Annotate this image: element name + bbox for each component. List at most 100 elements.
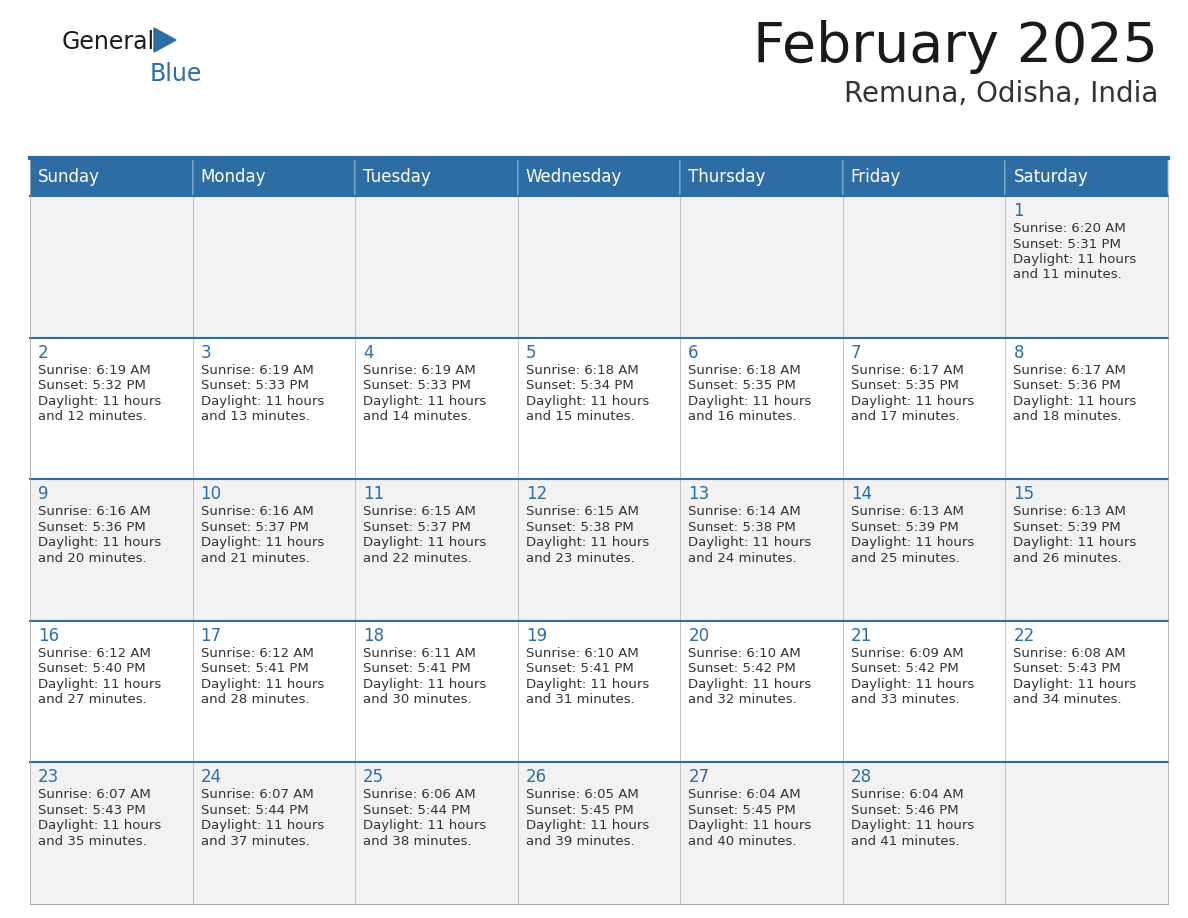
Text: Sunrise: 6:20 AM: Sunrise: 6:20 AM bbox=[1013, 222, 1126, 235]
Text: Monday: Monday bbox=[201, 168, 266, 186]
Text: and 26 minutes.: and 26 minutes. bbox=[1013, 552, 1121, 565]
Text: and 13 minutes.: and 13 minutes. bbox=[201, 410, 309, 423]
Text: February 2025: February 2025 bbox=[753, 20, 1158, 74]
Text: and 18 minutes.: and 18 minutes. bbox=[1013, 410, 1121, 423]
Text: 8: 8 bbox=[1013, 343, 1024, 362]
Text: Sunset: 5:42 PM: Sunset: 5:42 PM bbox=[688, 662, 796, 676]
Bar bbox=[518, 196, 681, 338]
Bar bbox=[355, 763, 518, 904]
Text: Daylight: 11 hours: Daylight: 11 hours bbox=[1013, 395, 1137, 408]
Text: and 34 minutes.: and 34 minutes. bbox=[1013, 693, 1121, 706]
Text: Sunrise: 6:19 AM: Sunrise: 6:19 AM bbox=[364, 364, 476, 376]
Text: and 35 minutes.: and 35 minutes. bbox=[38, 834, 147, 848]
Text: 20: 20 bbox=[688, 627, 709, 644]
Text: Sunset: 5:41 PM: Sunset: 5:41 PM bbox=[201, 662, 309, 676]
Bar bbox=[355, 338, 518, 479]
Bar bbox=[842, 338, 1005, 479]
Text: Sunrise: 6:08 AM: Sunrise: 6:08 AM bbox=[1013, 647, 1126, 660]
Text: Daylight: 11 hours: Daylight: 11 hours bbox=[688, 820, 811, 833]
Text: Sunset: 5:32 PM: Sunset: 5:32 PM bbox=[38, 379, 146, 392]
Text: Daylight: 11 hours: Daylight: 11 hours bbox=[38, 677, 162, 691]
Text: Daylight: 11 hours: Daylight: 11 hours bbox=[1013, 677, 1137, 691]
Text: Sunset: 5:37 PM: Sunset: 5:37 PM bbox=[364, 521, 470, 533]
Text: 26: 26 bbox=[526, 768, 546, 787]
Text: 2: 2 bbox=[38, 343, 49, 362]
Bar bbox=[518, 621, 681, 763]
Bar bbox=[355, 196, 518, 338]
Text: and 41 minutes.: and 41 minutes. bbox=[851, 834, 960, 848]
Bar bbox=[1005, 158, 1168, 196]
Text: Sunset: 5:38 PM: Sunset: 5:38 PM bbox=[526, 521, 633, 533]
Bar bbox=[842, 158, 1005, 196]
Text: 5: 5 bbox=[526, 343, 536, 362]
Text: 27: 27 bbox=[688, 768, 709, 787]
Text: Daylight: 11 hours: Daylight: 11 hours bbox=[364, 536, 486, 549]
Text: 21: 21 bbox=[851, 627, 872, 644]
Text: Sunset: 5:42 PM: Sunset: 5:42 PM bbox=[851, 662, 959, 676]
Text: Wednesday: Wednesday bbox=[526, 168, 623, 186]
Text: 24: 24 bbox=[201, 768, 222, 787]
Text: 6: 6 bbox=[688, 343, 699, 362]
Text: Sunrise: 6:13 AM: Sunrise: 6:13 AM bbox=[851, 505, 963, 518]
Text: Sunrise: 6:18 AM: Sunrise: 6:18 AM bbox=[526, 364, 638, 376]
Text: Sunrise: 6:14 AM: Sunrise: 6:14 AM bbox=[688, 505, 801, 518]
Bar bbox=[842, 621, 1005, 763]
Text: Tuesday: Tuesday bbox=[364, 168, 431, 186]
Text: and 30 minutes.: and 30 minutes. bbox=[364, 693, 472, 706]
Text: Sunset: 5:37 PM: Sunset: 5:37 PM bbox=[201, 521, 309, 533]
Text: 3: 3 bbox=[201, 343, 211, 362]
Text: Sunset: 5:41 PM: Sunset: 5:41 PM bbox=[364, 662, 470, 676]
Text: Daylight: 11 hours: Daylight: 11 hours bbox=[526, 395, 649, 408]
Bar bbox=[192, 338, 355, 479]
Text: Blue: Blue bbox=[150, 62, 202, 86]
Text: Sunset: 5:46 PM: Sunset: 5:46 PM bbox=[851, 804, 959, 817]
Bar bbox=[30, 763, 192, 904]
Text: Daylight: 11 hours: Daylight: 11 hours bbox=[851, 820, 974, 833]
Text: Daylight: 11 hours: Daylight: 11 hours bbox=[364, 395, 486, 408]
Text: Daylight: 11 hours: Daylight: 11 hours bbox=[201, 395, 324, 408]
Text: Sunset: 5:33 PM: Sunset: 5:33 PM bbox=[364, 379, 470, 392]
Text: Thursday: Thursday bbox=[688, 168, 765, 186]
Text: Sunrise: 6:19 AM: Sunrise: 6:19 AM bbox=[38, 364, 151, 376]
Text: 9: 9 bbox=[38, 486, 49, 503]
Text: Sunrise: 6:09 AM: Sunrise: 6:09 AM bbox=[851, 647, 963, 660]
Text: 28: 28 bbox=[851, 768, 872, 787]
Text: Sunset: 5:31 PM: Sunset: 5:31 PM bbox=[1013, 238, 1121, 251]
Text: Sunrise: 6:04 AM: Sunrise: 6:04 AM bbox=[851, 789, 963, 801]
Text: and 21 minutes.: and 21 minutes. bbox=[201, 552, 309, 565]
Text: and 22 minutes.: and 22 minutes. bbox=[364, 552, 472, 565]
Text: Sunset: 5:44 PM: Sunset: 5:44 PM bbox=[201, 804, 308, 817]
Text: Daylight: 11 hours: Daylight: 11 hours bbox=[1013, 253, 1137, 266]
Text: and 25 minutes.: and 25 minutes. bbox=[851, 552, 960, 565]
Text: Sunday: Sunday bbox=[38, 168, 100, 186]
Text: 10: 10 bbox=[201, 486, 222, 503]
Text: 23: 23 bbox=[38, 768, 59, 787]
Text: 16: 16 bbox=[38, 627, 59, 644]
Text: and 24 minutes.: and 24 minutes. bbox=[688, 552, 797, 565]
Text: 15: 15 bbox=[1013, 486, 1035, 503]
Text: Daylight: 11 hours: Daylight: 11 hours bbox=[201, 677, 324, 691]
Polygon shape bbox=[154, 28, 176, 52]
Text: Sunset: 5:39 PM: Sunset: 5:39 PM bbox=[1013, 521, 1121, 533]
Bar bbox=[30, 196, 192, 338]
Text: and 15 minutes.: and 15 minutes. bbox=[526, 410, 634, 423]
Text: Sunset: 5:36 PM: Sunset: 5:36 PM bbox=[1013, 379, 1121, 392]
Text: Sunrise: 6:16 AM: Sunrise: 6:16 AM bbox=[201, 505, 314, 518]
Text: and 32 minutes.: and 32 minutes. bbox=[688, 693, 797, 706]
Bar bbox=[681, 763, 842, 904]
Bar bbox=[192, 158, 355, 196]
Bar bbox=[30, 479, 192, 621]
Text: Sunset: 5:38 PM: Sunset: 5:38 PM bbox=[688, 521, 796, 533]
Text: Sunrise: 6:17 AM: Sunrise: 6:17 AM bbox=[851, 364, 963, 376]
Text: Daylight: 11 hours: Daylight: 11 hours bbox=[38, 820, 162, 833]
Text: Sunrise: 6:06 AM: Sunrise: 6:06 AM bbox=[364, 789, 475, 801]
Text: Daylight: 11 hours: Daylight: 11 hours bbox=[688, 536, 811, 549]
Bar bbox=[1005, 479, 1168, 621]
Text: 19: 19 bbox=[526, 627, 546, 644]
Text: Daylight: 11 hours: Daylight: 11 hours bbox=[201, 536, 324, 549]
Text: Daylight: 11 hours: Daylight: 11 hours bbox=[851, 677, 974, 691]
Text: Sunrise: 6:15 AM: Sunrise: 6:15 AM bbox=[364, 505, 476, 518]
Text: Sunrise: 6:12 AM: Sunrise: 6:12 AM bbox=[38, 647, 151, 660]
Text: Sunrise: 6:10 AM: Sunrise: 6:10 AM bbox=[526, 647, 638, 660]
Text: 11: 11 bbox=[364, 486, 385, 503]
